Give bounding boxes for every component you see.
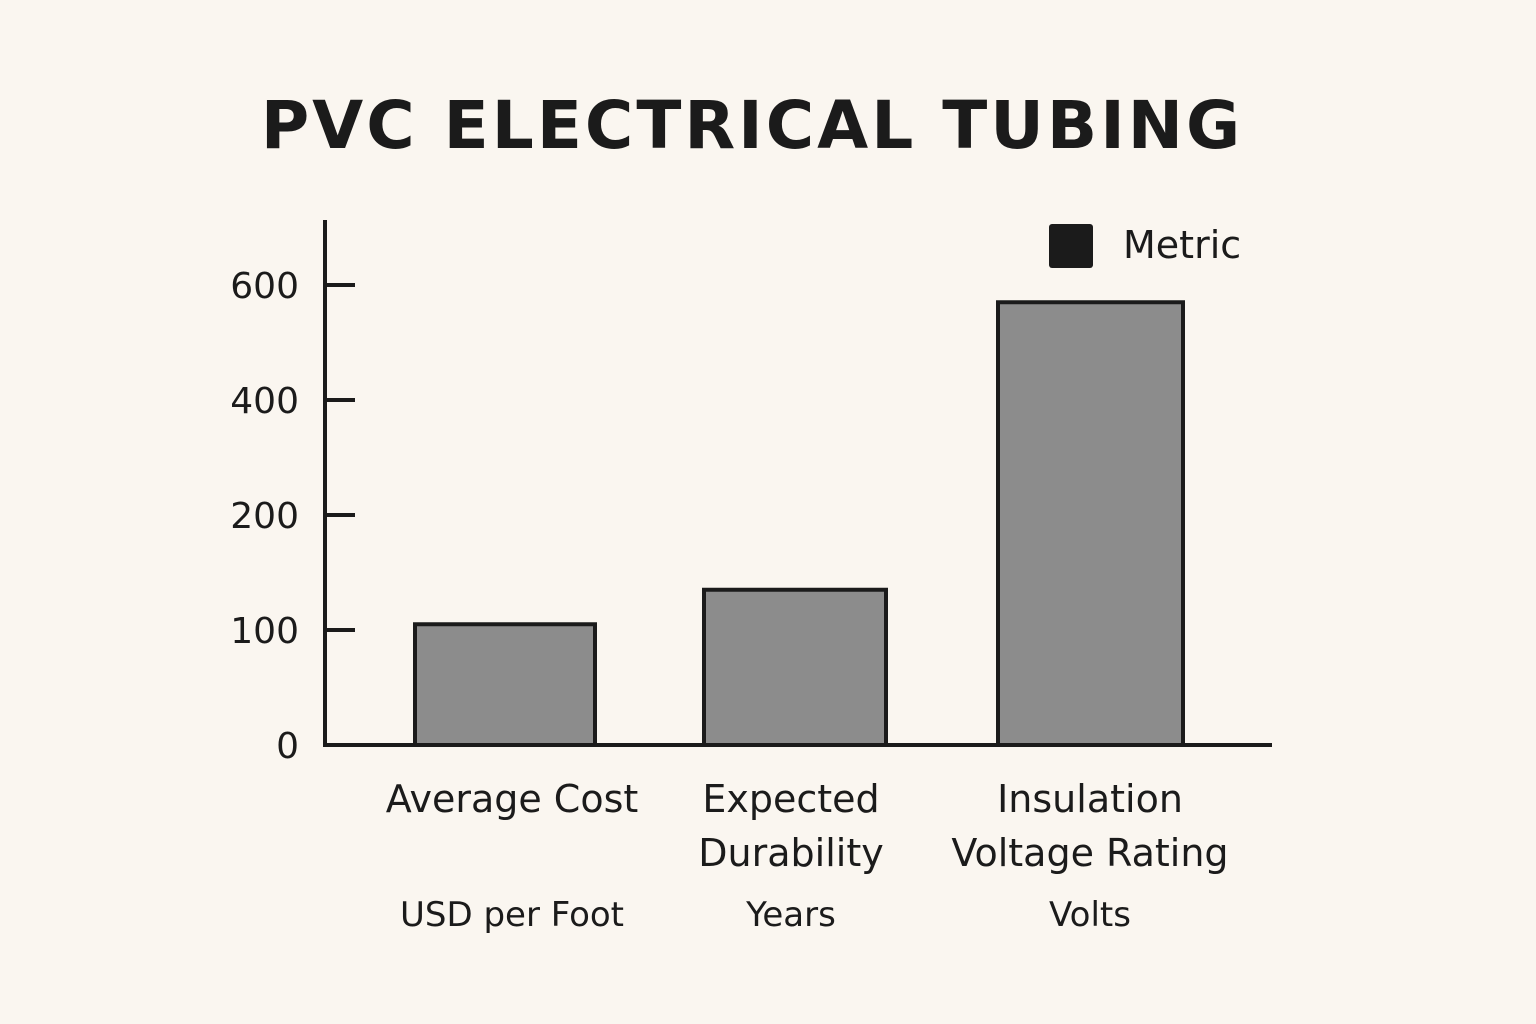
legend-label: Metric (1123, 223, 1241, 267)
bar (996, 300, 1185, 747)
chart-title: PVC ELECTRICAL TUBING (261, 87, 1243, 164)
legend-swatch (1049, 224, 1093, 268)
legend: Metric (1049, 223, 1241, 268)
bars (413, 300, 1185, 747)
x-axis: Average Cost USD per Foot Expected Durabili… (323, 743, 1272, 935)
x-category-label: Durability (698, 831, 883, 875)
y-tick-label: 600 (230, 266, 299, 307)
x-category-label: Voltage Rating (951, 831, 1228, 875)
x-unit-label: USD per Foot (400, 895, 624, 935)
y-tick-label: 400 (230, 381, 299, 422)
bar (702, 587, 888, 747)
y-tick-label: 100 (230, 611, 299, 652)
x-category-label: Insulation (997, 777, 1183, 821)
bar (413, 622, 597, 747)
x-category-label: Average Cost (386, 777, 639, 821)
x-unit-label: Volts (1049, 895, 1131, 935)
y-tick-label: 0 (276, 726, 299, 767)
x-unit-label: Years (745, 895, 836, 935)
x-category-label: Expected (702, 777, 879, 821)
y-tick-label: 200 (230, 496, 299, 537)
y-axis: 0 100 200 400 600 (230, 220, 355, 767)
